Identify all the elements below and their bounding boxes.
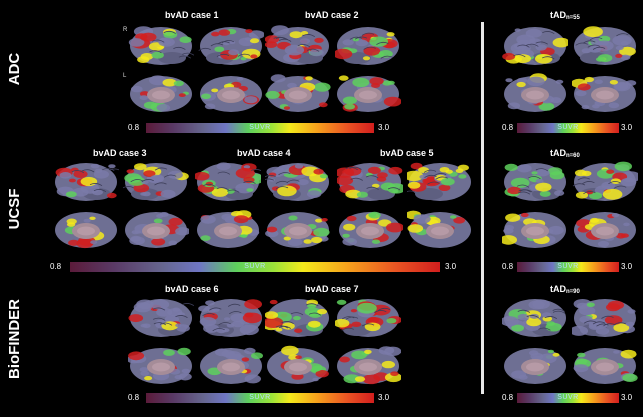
title-case-1: bvAD case 1 (165, 10, 219, 20)
colorbar-adc-left: 0.8 SUVR 3.0 (128, 123, 390, 133)
title-case-7: bvAD case 7 (305, 284, 359, 294)
colorbar-bio: 0.8 SUVR 3.0 (128, 393, 390, 403)
colorbar-max: 3.0 (621, 123, 633, 132)
brain-lateral-right-tad-60 (502, 160, 568, 204)
colorbar-tad-60: 0.8 SUVR 3.0 (502, 262, 637, 272)
brain-medial-right-case-5 (337, 208, 403, 252)
brain-lateral-left-tad-60 (572, 160, 638, 204)
brain-medial-right-tad-55 (502, 72, 568, 116)
brain-lateral-left-case-1 (198, 24, 264, 68)
brain-lateral-right-tad-90 (502, 296, 568, 340)
brain-lateral-left-case-7 (335, 296, 401, 340)
brain-medial-left-case-4 (265, 208, 331, 252)
brain-medial-left-case-3 (123, 208, 189, 252)
colorbar-min: 0.8 (502, 393, 514, 402)
brain-lateral-left-case-5 (407, 160, 473, 204)
brain-medial-right-tad-90 (502, 344, 568, 388)
brain-lateral-right-case-7 (265, 296, 331, 340)
title-case-5: bvAD case 5 (380, 148, 434, 158)
row-label-biofinder: BioFINDER (6, 299, 23, 379)
colorbar-tad-55: 0.8 SUVR 3.0 (502, 123, 637, 133)
brain-medial-right-case-1 (128, 72, 194, 116)
title-tad-55: tADn=55 (550, 10, 580, 21)
title-case-4: bvAD case 4 (237, 148, 291, 158)
colorbar-gradient: SUVR (146, 123, 374, 133)
colorbar-label: SUVR (244, 263, 266, 270)
divider-line (481, 22, 484, 394)
colorbar-gradient: SUVR (70, 262, 440, 272)
row-label-adc: ADC (6, 52, 23, 86)
colorbar-tad-90: 0.8 SUVR 3.0 (502, 393, 637, 403)
brain-lateral-right-case-1 (128, 24, 194, 68)
title-case-2: bvAD case 2 (305, 10, 359, 20)
brain-lateral-left-tad-55 (572, 24, 638, 68)
brain-lateral-left-tad-90 (572, 296, 638, 340)
brain-lateral-right-case-3 (53, 160, 119, 204)
colorbar-label: SUVR (557, 263, 579, 270)
colorbar-min: 0.8 (50, 262, 62, 271)
colorbar-max: 3.0 (445, 262, 457, 271)
title-tad-60: tADn=60 (550, 148, 580, 159)
brain-medial-left-case-5 (407, 208, 473, 252)
brain-lateral-left-case-4 (265, 160, 331, 204)
brain-medial-right-case-7 (265, 344, 331, 388)
colorbar-min: 0.8 (128, 393, 140, 402)
title-case-3: bvAD case 3 (93, 148, 147, 158)
brain-medial-left-case-2 (335, 72, 401, 116)
brain-medial-left-case-6 (198, 344, 264, 388)
colorbar-label: SUVR (557, 394, 579, 401)
colorbar-gradient: SUVR (146, 393, 374, 403)
row-label-ucsf: UCSF (6, 188, 23, 230)
title-case-6: bvAD case 6 (165, 284, 219, 294)
colorbar-min: 0.8 (128, 123, 140, 132)
colorbar-max: 3.0 (378, 393, 390, 402)
colorbar-max: 3.0 (621, 262, 633, 271)
colorbar-max: 3.0 (621, 393, 633, 402)
brain-medial-left-tad-60 (572, 208, 638, 252)
colorbar-gradient: SUVR (517, 262, 619, 272)
colorbar-gradient: SUVR (517, 393, 619, 403)
brain-lateral-left-case-3 (123, 160, 189, 204)
brain-lateral-left-case-6 (198, 296, 264, 340)
colorbar-label: SUVR (249, 394, 271, 401)
brain-medial-left-tad-55 (572, 72, 638, 116)
brain-medial-right-case-6 (128, 344, 194, 388)
brain-medial-right-case-3 (53, 208, 119, 252)
colorbar-gradient: SUVR (517, 123, 619, 133)
brain-lateral-left-case-2 (335, 24, 401, 68)
brain-medial-left-case-7 (335, 344, 401, 388)
colorbar-max: 3.0 (378, 123, 390, 132)
colorbar-min: 0.8 (502, 123, 514, 132)
brain-lateral-right-case-2 (265, 24, 331, 68)
brain-lateral-right-tad-55 (502, 24, 568, 68)
brain-lateral-right-case-5 (337, 160, 403, 204)
brain-lateral-right-case-6 (128, 296, 194, 340)
hemisphere-label-left: L (123, 73, 127, 79)
brain-lateral-right-case-4 (195, 160, 261, 204)
colorbar-label: SUVR (249, 124, 271, 131)
brain-medial-left-tad-90 (572, 344, 638, 388)
colorbar-label: SUVR (557, 124, 579, 131)
brain-medial-right-case-4 (195, 208, 261, 252)
title-tad-90: tADn=90 (550, 284, 580, 295)
brain-medial-left-case-1 (198, 72, 264, 116)
colorbar-min: 0.8 (502, 262, 514, 271)
brain-medial-right-case-2 (265, 72, 331, 116)
hemisphere-label-right: R (123, 27, 128, 33)
brain-medial-right-tad-60 (502, 208, 568, 252)
colorbar-ucsf: 0.8 SUVR 3.0 (50, 262, 460, 272)
